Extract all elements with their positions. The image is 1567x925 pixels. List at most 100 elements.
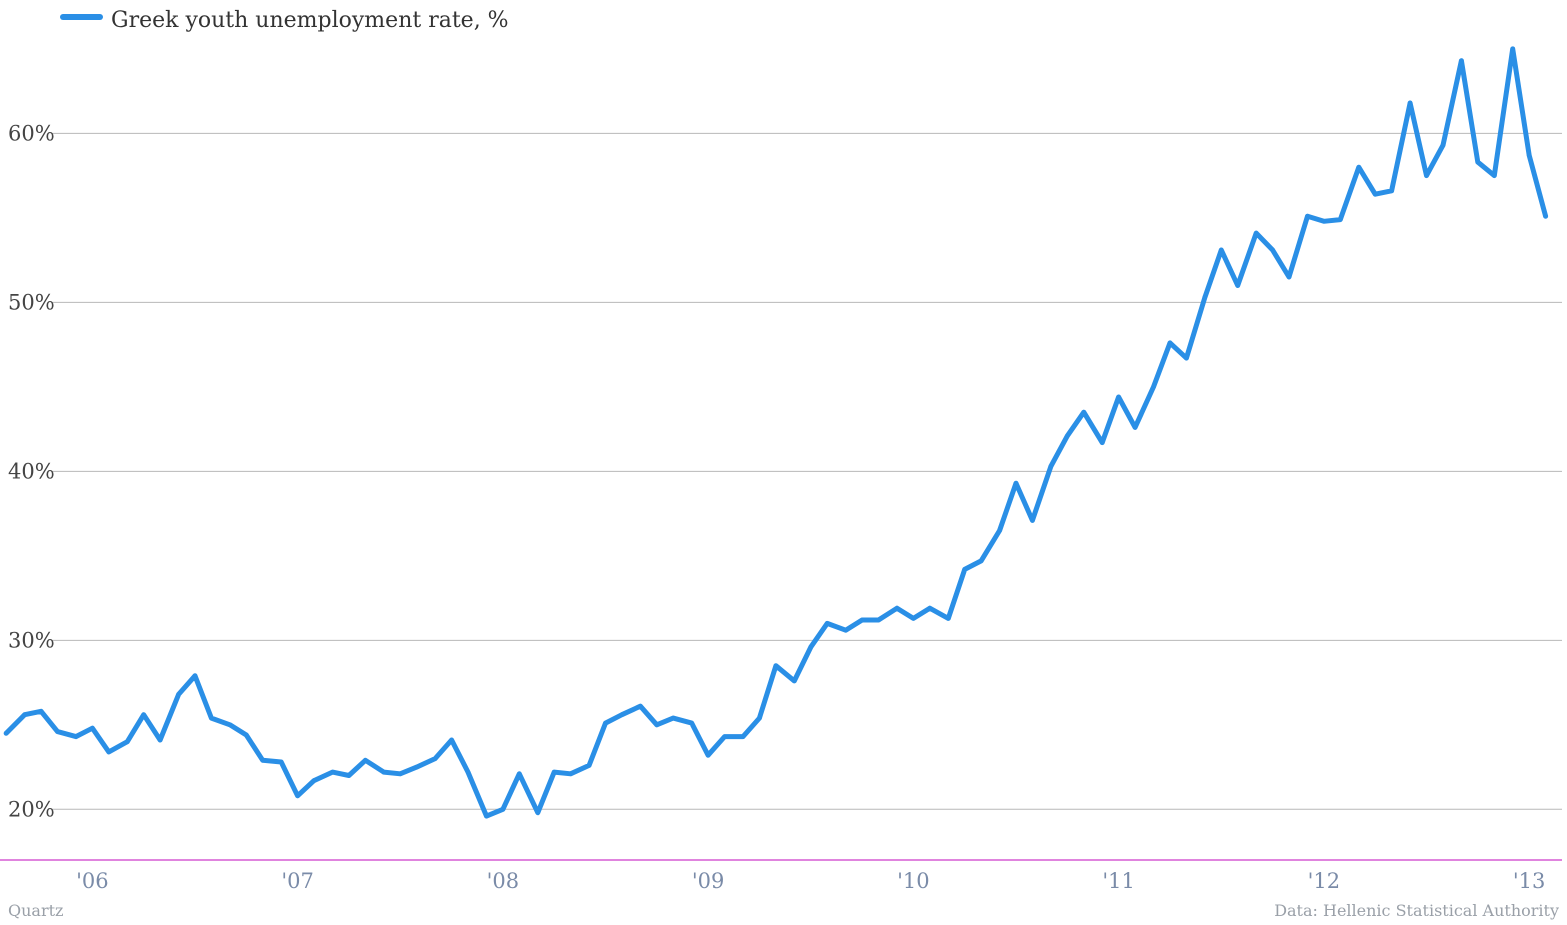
x-tick-label: '10 (897, 869, 930, 893)
y-tick-label: 40% (8, 459, 55, 483)
data-point (894, 605, 900, 611)
data-point (363, 758, 368, 763)
data-point (997, 528, 1002, 533)
data-point (141, 712, 146, 717)
data-point (1491, 173, 1497, 178)
x-tick-label: '06 (76, 869, 109, 893)
data-point (1184, 355, 1189, 361)
data-point (1167, 340, 1173, 346)
data-point (381, 769, 387, 775)
data-point (3, 730, 9, 736)
data-point (876, 617, 881, 623)
y-tick-label: 30% (8, 628, 55, 652)
data-point (670, 715, 676, 721)
data-point (1253, 230, 1259, 236)
data-point (808, 644, 814, 650)
data-point (1270, 247, 1275, 253)
data-point (432, 756, 438, 761)
data-point (1030, 518, 1035, 523)
data-point (209, 715, 214, 721)
gridlines (52, 132, 1562, 810)
data-point (176, 692, 181, 697)
data-point (55, 729, 60, 734)
data-point (465, 769, 471, 775)
data-point (1389, 188, 1394, 194)
data-point (535, 810, 541, 815)
data-point (586, 763, 592, 768)
y-tick-label: 50% (8, 290, 55, 314)
data-point (157, 737, 163, 743)
data-point (824, 621, 830, 626)
data-point (1372, 191, 1378, 197)
data-point (773, 663, 779, 668)
data-point (1116, 394, 1121, 400)
data-point (106, 749, 112, 755)
data-point (843, 627, 848, 633)
data-point (1407, 100, 1413, 106)
data-point (260, 758, 266, 763)
data-point (346, 773, 352, 778)
data-point (603, 720, 608, 726)
data-point (1099, 440, 1105, 445)
data-point (1459, 58, 1464, 64)
data-point (1440, 142, 1446, 148)
data-point (227, 722, 233, 728)
x-tick-label: '13 (1513, 869, 1546, 893)
data-point (278, 759, 284, 765)
data-point (551, 769, 557, 775)
data-point (124, 739, 130, 745)
data-point (1356, 164, 1362, 170)
source-right: Data: Hellenic Statistical Authority (1274, 901, 1559, 920)
data-point (1132, 425, 1138, 430)
data-point (397, 771, 403, 777)
data-point (962, 567, 968, 572)
y-tick-labels: 20% 30% 40% 50% 60% (8, 121, 55, 821)
y-tick-label: 60% (8, 121, 55, 145)
series-line (3, 46, 1549, 819)
data-point (1151, 384, 1156, 390)
data-point (1235, 283, 1240, 288)
data-point (945, 616, 951, 621)
data-point (568, 771, 573, 777)
data-point (792, 678, 797, 684)
data-point (1286, 274, 1292, 280)
data-point (516, 771, 522, 777)
data-point (1081, 409, 1087, 415)
source-left: Quartz (8, 901, 63, 920)
data-point (311, 778, 317, 783)
legend-label: Greek youth unemployment rate, % (111, 8, 509, 33)
data-point (757, 715, 762, 721)
data-point (1218, 247, 1224, 253)
data-point (1338, 217, 1343, 222)
data-point (244, 732, 249, 738)
data-point (414, 764, 419, 770)
data-point (1424, 173, 1429, 178)
data-point (911, 616, 916, 621)
data-point (927, 605, 933, 611)
legend: Greek youth unemployment rate, % (60, 8, 509, 33)
data-point (689, 720, 695, 726)
data-point (38, 708, 44, 714)
data-point (484, 813, 489, 819)
data-point (654, 722, 660, 728)
x-tick-label: '09 (692, 869, 725, 893)
data-point (1202, 294, 1208, 300)
data-point (330, 769, 335, 775)
x-tick-label: '11 (1102, 869, 1135, 893)
data-point (22, 712, 27, 717)
data-point (722, 734, 727, 739)
data-point (500, 807, 506, 812)
x-tick-label: '08 (487, 869, 520, 893)
data-point (1510, 46, 1516, 52)
data-point (1475, 159, 1481, 165)
data-point (1321, 218, 1327, 224)
data-point (1048, 463, 1054, 469)
data-point (90, 725, 95, 731)
data-point (192, 673, 198, 679)
data-point (1543, 213, 1548, 219)
data-point (1305, 213, 1310, 219)
data-point (295, 793, 300, 799)
data-point (1013, 480, 1019, 486)
data-point (859, 617, 865, 623)
